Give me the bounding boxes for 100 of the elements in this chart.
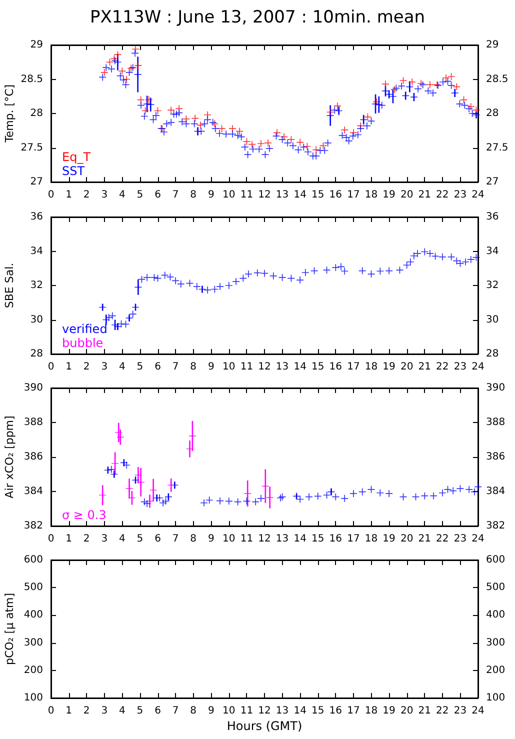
x-tick-label: 20 — [400, 706, 414, 716]
x-tick-label: 21 — [418, 362, 431, 372]
x-tick-label: 13 — [276, 706, 289, 716]
y-tick-label: 30 — [30, 314, 43, 326]
y2-tick-label: 390 — [486, 382, 506, 394]
x-tick-label: 5 — [136, 362, 144, 372]
x-tick-label: 19 — [382, 534, 396, 544]
x-tick-label: 23 — [454, 706, 467, 716]
y2-tick-label: 28.5 — [486, 74, 508, 85]
y-axis-title: SBE Sal. — [3, 262, 16, 308]
y-tick-label: 28 — [30, 348, 43, 360]
y-tick-label: 200 — [24, 664, 43, 676]
y-axis-title: Air xCO₂ [ppm] — [3, 416, 16, 498]
point — [332, 493, 340, 500]
x-tick-label: 4 — [118, 190, 126, 200]
point — [257, 494, 264, 502]
point — [474, 483, 482, 490]
y-tick-label: 34 — [30, 246, 43, 257]
point — [225, 498, 232, 505]
y2-tick-label: 386 — [486, 452, 506, 462]
y-tick-label: 384 — [24, 486, 43, 497]
y-tick-label: 27 — [30, 176, 43, 188]
y2-tick-label: 600 — [486, 554, 506, 566]
x-tick-label: 8 — [190, 362, 197, 372]
point — [382, 80, 389, 88]
y2-tick-label: 388 — [486, 417, 506, 428]
point — [116, 434, 124, 441]
x-tick-label: 23 — [454, 190, 467, 200]
point — [314, 492, 322, 500]
y2-tick-label: 27.5 — [486, 142, 508, 154]
x-tick-label: 0 — [48, 706, 54, 716]
x-tick-label: 1 — [66, 190, 72, 200]
x-tick-label: 7 — [172, 706, 179, 716]
x-tick-label: 5 — [136, 706, 144, 716]
point — [305, 493, 312, 500]
x-tick-label: 2 — [83, 534, 90, 544]
x-tick-label: 6 — [154, 362, 161, 372]
y2-tick-label: 30 — [486, 314, 499, 326]
y-tick-label: 300 — [24, 637, 43, 648]
x-tick-label: 3 — [101, 534, 108, 544]
x-tick-label: 3 — [101, 706, 108, 716]
point — [438, 489, 446, 496]
x-tick-label: 4 — [118, 362, 126, 372]
point — [341, 494, 348, 502]
point — [293, 492, 300, 500]
x-tick-label: 12 — [258, 362, 271, 372]
x-tick-label: 22 — [436, 534, 449, 544]
x-tick-label: 12 — [258, 534, 271, 544]
y-axis-title: Temp. [°C] — [3, 84, 16, 144]
legend-label: bubble — [62, 336, 104, 350]
x-tick-label: 18 — [364, 362, 378, 372]
point — [442, 74, 450, 82]
x-tick-label: 7 — [172, 362, 179, 372]
x-tick-label: 10 — [222, 362, 236, 372]
x-tick-label: 13 — [276, 534, 289, 544]
y-tick-label: 400 — [24, 610, 43, 621]
x-tick-label: 15 — [312, 190, 324, 200]
x-tick-label: 20 — [400, 190, 414, 200]
point — [350, 490, 357, 498]
x-tick-label: 11 — [240, 706, 254, 716]
x-tick-label: 19 — [382, 362, 396, 372]
point — [196, 122, 204, 129]
x-tick-label: 3 — [101, 190, 108, 200]
x-tick-label: 22 — [436, 190, 449, 200]
chart-title: PX113W : June 13, 2007 : 10min. mean — [90, 8, 426, 28]
x-tick-label: 22 — [436, 362, 449, 372]
point — [262, 482, 269, 490]
y-tick-label: 28.5 — [20, 74, 43, 85]
x-tick-label: 9 — [208, 190, 214, 200]
x-tick-label: 11 — [240, 534, 254, 544]
x-tick-label: 21 — [418, 534, 431, 544]
x-tick-label: 23 — [454, 362, 467, 372]
x-tick-label: 16 — [329, 706, 342, 716]
x-tick-label: 1 — [66, 534, 72, 544]
x-tick-label: 14 — [294, 534, 306, 544]
x-tick-label: 15 — [312, 706, 324, 716]
point — [200, 499, 208, 506]
x-tick-label: 16 — [329, 190, 342, 200]
x-tick-label: 24 — [472, 534, 484, 544]
x-tick-label: 20 — [400, 534, 414, 544]
x-axis-title: Hours (GMT) — [226, 719, 302, 733]
point — [358, 488, 366, 496]
y-tick-label: 382 — [24, 520, 43, 532]
point — [206, 496, 213, 504]
x-tick-label: 22 — [436, 706, 449, 716]
y-tick-label: 100 — [24, 692, 43, 704]
y-tick-label: 27.5 — [20, 142, 43, 154]
x-tick-label: 24 — [472, 190, 484, 200]
point — [334, 102, 341, 110]
y2-tick-label: 300 — [486, 637, 506, 648]
x-tick-label: 1 — [66, 706, 72, 716]
y2-tick-label: 100 — [486, 692, 506, 704]
x-tick-label: 3 — [101, 362, 108, 372]
x-tick-label: 17 — [347, 362, 360, 372]
y2-tick-label: 500 — [486, 582, 506, 594]
x-tick-label: 12 — [258, 706, 271, 716]
x-tick-label: 18 — [364, 190, 378, 200]
x-tick-label: 0 — [48, 534, 54, 544]
point — [156, 494, 164, 502]
x-tick-label: 10 — [222, 190, 236, 200]
